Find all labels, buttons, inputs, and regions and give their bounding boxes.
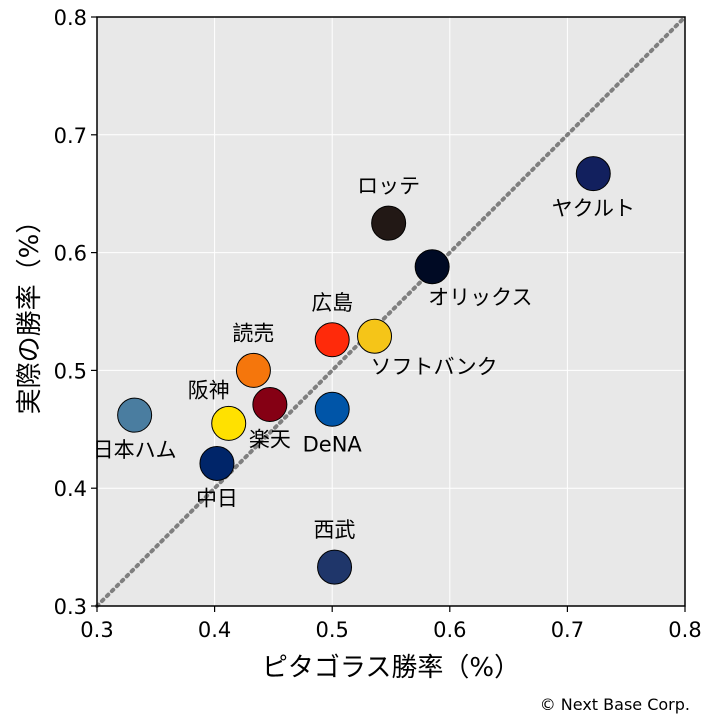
data-point — [199, 445, 235, 481]
data-point — [414, 249, 450, 285]
y-tick-label: 0.8 — [54, 6, 87, 30]
x-axis-ticks: 0.3 0.4 0.5 0.6 0.7 0.8 — [80, 606, 702, 642]
data-point — [371, 205, 407, 241]
y-tick-label: 0.6 — [54, 242, 87, 266]
reference-line — [95, 15, 687, 608]
y-tick-label: 0.5 — [54, 359, 87, 383]
data-point — [252, 387, 288, 423]
point-label: 読売 — [232, 321, 274, 345]
data-point — [211, 405, 247, 441]
point-label: ロッテ — [357, 174, 420, 198]
data-point — [575, 156, 611, 192]
point-label: オリックス — [428, 286, 532, 310]
x-tick-label: 0.7 — [551, 618, 584, 642]
data-point — [235, 352, 271, 388]
point-label: ヤクルト — [552, 197, 635, 221]
point-label: 広島 — [311, 291, 353, 315]
data-point — [317, 549, 353, 585]
point-label: 阪神 — [188, 378, 230, 402]
credit-text: © Next Base Corp. — [540, 695, 690, 714]
y-axis-ticks: 0.3 0.4 0.5 0.6 0.7 0.8 — [54, 6, 97, 619]
y-axis-label: 実際の勝率（%） — [15, 208, 45, 415]
data-point — [314, 391, 350, 427]
x-tick-label: 0.6 — [433, 618, 466, 642]
x-axis-label: ピタゴラス勝率（%） — [262, 653, 520, 683]
point-label: 日本ハム — [93, 438, 177, 462]
point-label: ソフトバンク — [371, 355, 498, 379]
y-tick-label: 0.7 — [54, 124, 87, 148]
x-tick-label: 0.5 — [315, 618, 348, 642]
point-label: 楽天 — [249, 428, 291, 452]
point-label: 西武 — [314, 518, 356, 542]
point-label: 中日 — [196, 486, 238, 510]
x-tick-label: 0.8 — [668, 618, 701, 642]
x-tick-label: 0.4 — [198, 618, 231, 642]
x-tick-label: 0.3 — [80, 618, 113, 642]
y-tick-label: 0.4 — [54, 477, 87, 501]
data-point — [314, 322, 350, 358]
point-label: DeNA — [303, 432, 363, 456]
y-tick-label: 0.3 — [54, 595, 87, 619]
data-point — [117, 397, 153, 433]
data-point — [357, 318, 393, 354]
plot-frame — [96, 16, 686, 607]
grid-lines — [96, 16, 686, 607]
